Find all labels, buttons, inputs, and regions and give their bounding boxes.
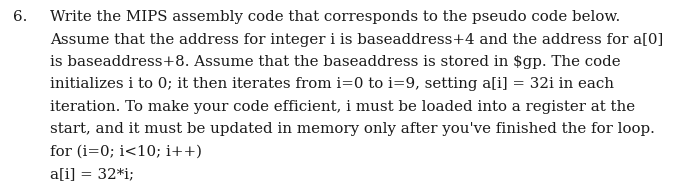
Text: iteration. To make your code efficient, i must be loaded into a register at the: iteration. To make your code efficient, … [50,100,636,114]
Text: for (i=0; i<10; i++): for (i=0; i<10; i++) [50,145,202,159]
Text: Write the MIPS assembly code that corresponds to the pseudo code below.: Write the MIPS assembly code that corres… [50,10,621,24]
Text: Assume that the address for integer i is baseaddress+4 and the address for a[0]: Assume that the address for integer i is… [50,33,664,47]
Text: initializes i to 0; it then iterates from i=0 to i=9, setting a[i] = 32i in each: initializes i to 0; it then iterates fro… [50,77,615,91]
Text: is baseaddress+8. Assume that the baseaddress is stored in $gp. The code: is baseaddress+8. Assume that the basead… [50,55,621,69]
Text: start, and it must be updated in memory only after you've finished the for loop.: start, and it must be updated in memory … [50,122,655,136]
Text: a[i] = 32*i;: a[i] = 32*i; [50,167,134,181]
Text: 6.: 6. [13,10,27,24]
